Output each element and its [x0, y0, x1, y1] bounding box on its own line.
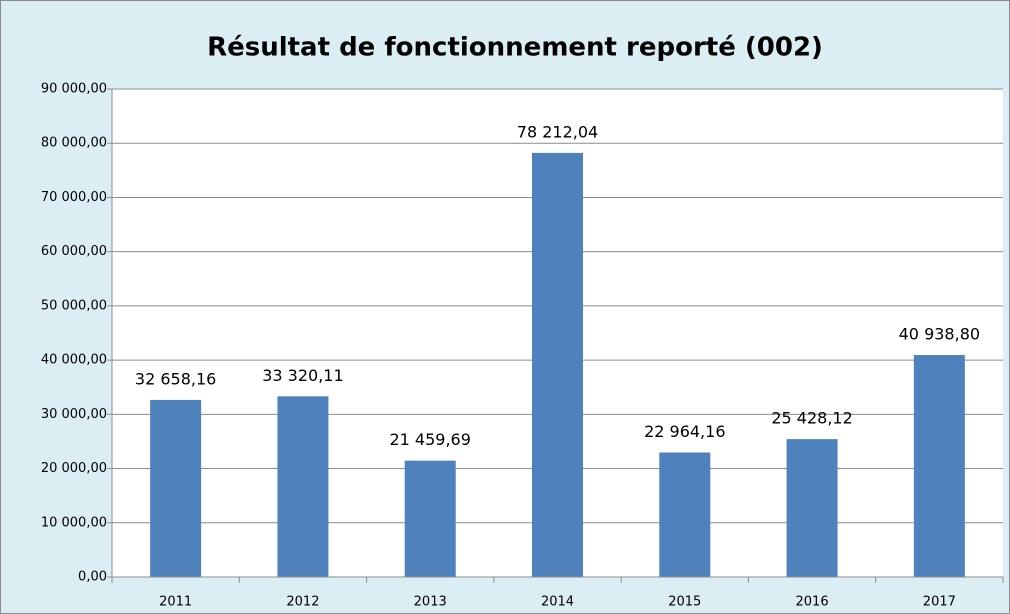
- bar: [404, 460, 456, 577]
- y-tick-label: 20 000,00: [41, 461, 107, 476]
- value-label: 21 459,69: [389, 430, 470, 449]
- x-tick-label: 2016: [796, 595, 829, 610]
- y-tick-label: 0,00: [78, 570, 107, 585]
- bar: [659, 452, 711, 577]
- value-label: 40 938,80: [899, 325, 980, 344]
- chart-title: Résultat de fonctionnement reporté (002): [207, 33, 823, 63]
- bar: [277, 396, 329, 577]
- x-tick-label: 2012: [286, 595, 319, 610]
- y-tick-label: 50 000,00: [41, 298, 107, 313]
- bar: [913, 355, 965, 577]
- y-tick-label: 40 000,00: [41, 353, 107, 368]
- value-label: 25 428,12: [771, 409, 852, 428]
- bar: [786, 439, 838, 577]
- x-tick-label: 2015: [668, 595, 701, 610]
- x-tick-label: 2013: [414, 595, 447, 610]
- bar: [150, 399, 202, 577]
- value-label: 78 212,04: [517, 122, 598, 141]
- y-tick-label: 90 000,00: [41, 82, 107, 97]
- value-label: 22 964,16: [644, 422, 725, 441]
- value-label: 32 658,16: [135, 369, 216, 388]
- x-tick-label: 2014: [541, 595, 574, 610]
- x-tick-label: 2011: [159, 595, 192, 610]
- bar: [532, 152, 583, 577]
- x-tick-label: 2017: [923, 595, 956, 610]
- value-label: 33 320,11: [262, 366, 343, 385]
- y-tick-label: 60 000,00: [41, 244, 107, 259]
- y-tick-label: 10 000,00: [41, 515, 107, 530]
- y-tick-label: 70 000,00: [41, 190, 107, 205]
- y-tick-label: 30 000,00: [41, 407, 107, 422]
- y-tick-label: 80 000,00: [41, 136, 107, 151]
